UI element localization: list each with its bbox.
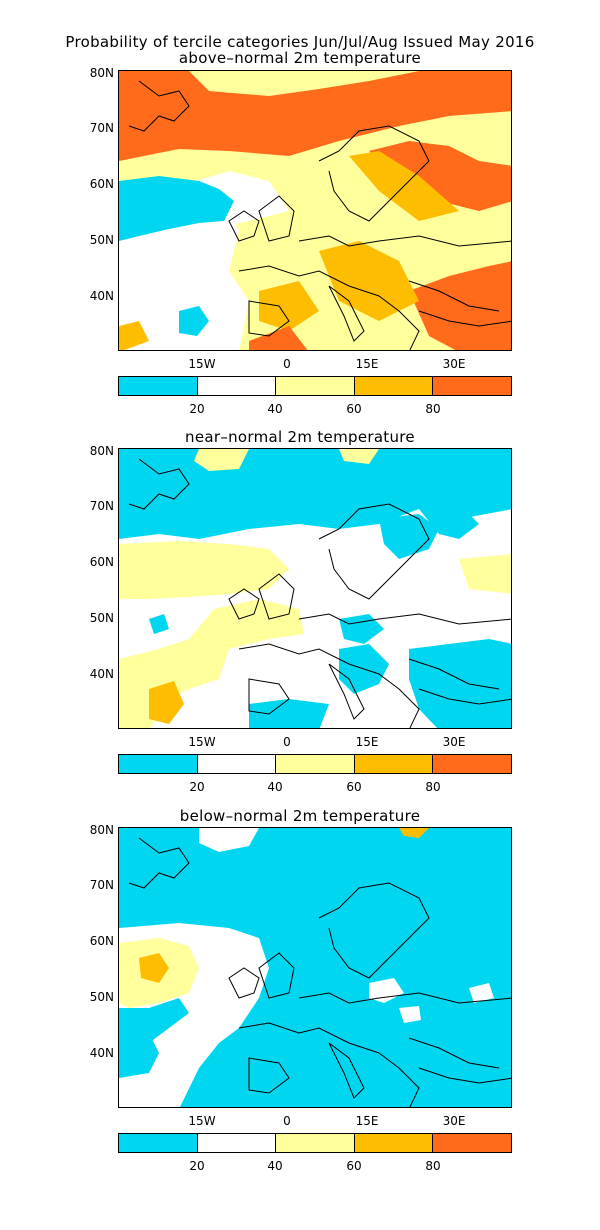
lat-label-40n: 40N (89, 289, 114, 303)
lat-label-50n-2: 50N (89, 611, 114, 625)
colorbar-swatch-60-80 (354, 1134, 434, 1152)
figure-title: Probability of tercile categories Jun/Ju… (65, 33, 535, 51)
colorbar-swatch-40-60 (276, 377, 355, 395)
colorbar-swatch-20-40 (197, 755, 277, 773)
lon-label-15w-2: 15W (188, 735, 216, 749)
lat-label-60n-2: 60N (89, 555, 114, 569)
lat-label-50n-3: 50N (89, 990, 114, 1004)
lon-label-0-3: 0 (283, 1114, 291, 1128)
colorbar-label-60-3: 60 (346, 1159, 362, 1173)
colorbar-label-20-3: 20 (189, 1159, 205, 1173)
lat-label-50n: 50N (89, 233, 114, 247)
colorbar-swatch-40-60 (276, 755, 355, 773)
colorbar-swatch-60-80 (354, 755, 434, 773)
lat-label-70n-2: 70N (89, 499, 114, 513)
colorbar-swatch-80-100 (433, 755, 511, 773)
colorbar-swatch-20-40 (197, 377, 277, 395)
lat-label-40n-3: 40N (89, 1046, 114, 1060)
colorbar-swatch-0-20 (119, 755, 198, 773)
colorbar-label-80-2: 80 (425, 780, 441, 794)
colorbar-above (118, 376, 512, 396)
colorbar-swatch-80-100 (433, 377, 511, 395)
colorbar-swatch-0-20 (119, 1134, 198, 1152)
lon-label-15w: 15W (188, 357, 216, 371)
lat-label-70n: 70N (89, 121, 114, 135)
colorbar-label-20: 20 (189, 402, 205, 416)
lat-label-60n-3: 60N (89, 934, 114, 948)
colorbar-label-40-2: 40 (267, 780, 283, 794)
lon-label-30e: 30E (442, 357, 466, 371)
colorbar-below (118, 1133, 512, 1153)
colorbar-swatch-0-20 (119, 377, 198, 395)
lon-label-15w-3: 15W (188, 1114, 216, 1128)
map-below-normal (118, 827, 512, 1108)
colorbar-swatch-20-40 (197, 1134, 277, 1152)
map-below-normal-svg (119, 828, 511, 1107)
lat-label-60n: 60N (89, 177, 114, 191)
lon-label-15e: 15E (355, 357, 379, 371)
lon-label-15e-2: 15E (355, 735, 379, 749)
panel-subtitle-below: below–normal 2m temperature (179, 807, 421, 825)
lon-label-30e-3: 30E (442, 1114, 466, 1128)
colorbar-label-20-2: 20 (189, 780, 205, 794)
colorbar-label-80: 80 (425, 402, 441, 416)
colorbar-label-80-3: 80 (425, 1159, 441, 1173)
map-near-normal (118, 448, 512, 729)
lat-label-40n-2: 40N (89, 667, 114, 681)
colorbar-swatch-40-60 (276, 1134, 355, 1152)
colorbar-label-60-2: 60 (346, 780, 362, 794)
lat-label-80n-2: 80N (89, 444, 114, 458)
lon-label-0-2: 0 (283, 735, 291, 749)
map-above-normal-svg (119, 71, 511, 350)
colorbar-label-40-3: 40 (267, 1159, 283, 1173)
map-near-normal-svg (119, 449, 511, 728)
colorbar-swatch-80-100 (433, 1134, 511, 1152)
panel-subtitle-near: near–normal 2m temperature (185, 428, 415, 446)
colorbar-near (118, 754, 512, 774)
lat-label-80n: 80N (89, 66, 114, 80)
lat-label-70n-3: 70N (89, 878, 114, 892)
lat-label-80n-3: 80N (89, 823, 114, 837)
lon-label-0: 0 (283, 357, 291, 371)
map-above-normal (118, 70, 512, 351)
colorbar-label-60: 60 (346, 402, 362, 416)
colorbar-swatch-60-80 (354, 377, 434, 395)
lon-label-15e-3: 15E (355, 1114, 379, 1128)
colorbar-label-40: 40 (267, 402, 283, 416)
lon-label-30e-2: 30E (442, 735, 466, 749)
panel-subtitle-above: above–normal 2m temperature (178, 49, 422, 67)
